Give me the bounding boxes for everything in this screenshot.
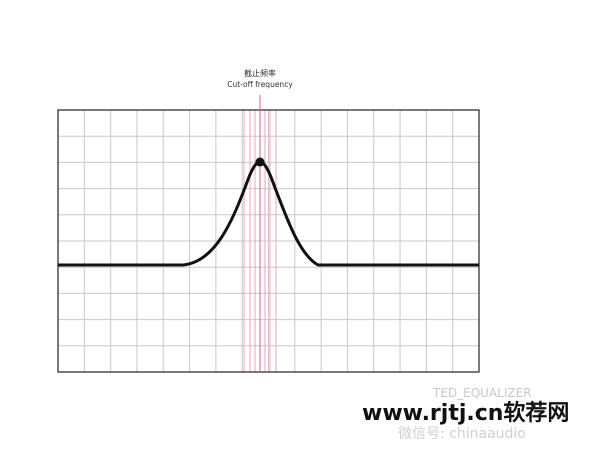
grid	[58, 110, 479, 372]
watermark-wechat: 微信号: chinaaudio	[398, 426, 526, 442]
cutoff-lines	[243, 110, 277, 372]
title-en: Cut-off frequency	[227, 80, 293, 89]
frame	[57, 109, 480, 373]
footer-label: TED_EQUALIZER	[432, 386, 532, 400]
title-cn: 截止频率	[244, 68, 276, 78]
peak-point	[255, 157, 265, 167]
watermark-site: www.rjtj.cn软荐网	[362, 400, 569, 426]
